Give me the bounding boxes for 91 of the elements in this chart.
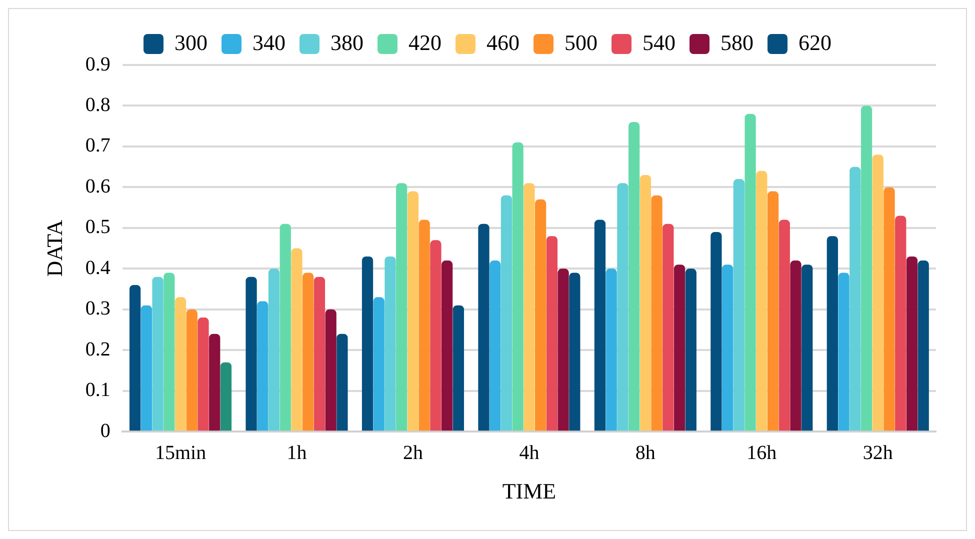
bar bbox=[524, 183, 535, 431]
bar bbox=[778, 220, 790, 431]
x-tick-label: 4h bbox=[519, 442, 540, 464]
x-tick-label: 15min bbox=[154, 442, 206, 464]
bar bbox=[209, 334, 220, 431]
bar bbox=[430, 240, 442, 431]
x-tick-label: 16h bbox=[746, 442, 777, 464]
bar bbox=[594, 220, 606, 431]
bar bbox=[906, 256, 918, 431]
y-tick-label: 0.7 bbox=[85, 134, 110, 157]
bar bbox=[512, 142, 524, 431]
bar bbox=[558, 268, 569, 431]
legend-label: 500 bbox=[564, 30, 598, 55]
bar bbox=[744, 114, 756, 431]
legend-label: 380 bbox=[330, 30, 364, 55]
x-tick-label: 32h bbox=[862, 442, 893, 464]
y-tick-label: 0.2 bbox=[85, 338, 110, 360]
bar bbox=[534, 199, 546, 431]
bar bbox=[733, 179, 744, 431]
bar bbox=[628, 122, 640, 431]
y-tick-label: 0.1 bbox=[85, 379, 110, 402]
bar bbox=[174, 297, 186, 431]
bar bbox=[546, 236, 558, 431]
bar bbox=[314, 276, 326, 431]
x-tick-label: 8h bbox=[635, 442, 656, 464]
bar bbox=[336, 334, 348, 431]
bar bbox=[220, 362, 232, 431]
bar bbox=[198, 318, 209, 431]
y-tick-label: 0.9 bbox=[85, 53, 110, 76]
x-tick-label: 1h bbox=[286, 442, 307, 464]
legend-label: 340 bbox=[252, 30, 286, 55]
bar bbox=[441, 260, 453, 431]
bar bbox=[186, 309, 198, 431]
bar bbox=[790, 260, 802, 431]
bar bbox=[246, 276, 257, 431]
y-tick-label: 0.3 bbox=[85, 298, 110, 320]
y-axis-title: DATA bbox=[42, 220, 67, 277]
bar bbox=[268, 268, 280, 431]
bar bbox=[152, 276, 164, 431]
bar bbox=[918, 260, 929, 431]
bar bbox=[710, 232, 722, 431]
y-tick-label: 0.5 bbox=[85, 216, 110, 238]
y-tick-label: 0 bbox=[100, 420, 110, 442]
legend-label: 420 bbox=[408, 30, 442, 55]
bar bbox=[478, 224, 490, 431]
bar bbox=[872, 154, 884, 431]
bar bbox=[280, 224, 291, 431]
legend-label: 300 bbox=[174, 30, 208, 55]
bar bbox=[164, 272, 175, 431]
bar bbox=[129, 284, 141, 431]
bar bbox=[802, 264, 813, 431]
bar bbox=[640, 174, 651, 431]
bar bbox=[651, 195, 662, 431]
bar bbox=[685, 268, 696, 431]
bar bbox=[362, 256, 374, 431]
bar bbox=[302, 272, 314, 431]
bar bbox=[826, 236, 838, 431]
legend-label: 580 bbox=[720, 30, 754, 55]
bar bbox=[850, 166, 861, 431]
bar bbox=[490, 260, 501, 431]
bar bbox=[407, 191, 419, 431]
bar bbox=[884, 187, 895, 431]
bar bbox=[756, 170, 768, 431]
bar bbox=[662, 224, 674, 431]
bar bbox=[500, 195, 512, 431]
bar bbox=[895, 216, 906, 431]
bar bbox=[617, 183, 628, 431]
bar bbox=[860, 106, 872, 431]
bar bbox=[606, 268, 617, 431]
bar bbox=[722, 264, 734, 431]
bar bbox=[569, 272, 580, 431]
legend-label: 540 bbox=[642, 30, 676, 55]
y-tick-label: 0.6 bbox=[85, 175, 110, 198]
bar bbox=[452, 305, 464, 431]
bar bbox=[373, 297, 384, 431]
x-tick-label: 2h bbox=[402, 442, 423, 464]
bar bbox=[325, 309, 336, 431]
y-tick-label: 0.8 bbox=[85, 94, 110, 116]
legend-label: 620 bbox=[798, 30, 832, 55]
bar bbox=[396, 183, 408, 431]
legend-label: 460 bbox=[486, 30, 520, 55]
x-axis-title: TIME bbox=[502, 478, 556, 504]
bar bbox=[674, 264, 686, 431]
bar bbox=[384, 256, 396, 431]
bar bbox=[767, 191, 779, 431]
y-tick-label: 0.4 bbox=[85, 256, 110, 279]
bar bbox=[838, 272, 850, 431]
bar bbox=[140, 305, 152, 431]
bar bbox=[418, 220, 430, 431]
bar bbox=[257, 301, 268, 431]
bar bbox=[291, 248, 302, 431]
